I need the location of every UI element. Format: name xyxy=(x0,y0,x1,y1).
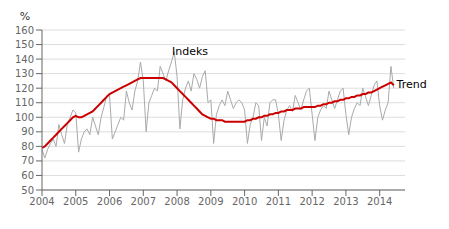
svg-text:2007: 2007 xyxy=(131,196,156,207)
svg-text:60: 60 xyxy=(21,170,34,181)
svg-text:160: 160 xyxy=(15,25,34,36)
svg-text:150: 150 xyxy=(15,39,34,50)
svg-text:2004: 2004 xyxy=(29,196,54,207)
svg-text:50: 50 xyxy=(21,185,34,196)
svg-text:Indeks: Indeks xyxy=(172,45,208,58)
svg-text:2013: 2013 xyxy=(333,196,358,207)
svg-text:120: 120 xyxy=(15,83,34,94)
svg-text:100: 100 xyxy=(15,112,34,123)
svg-text:70: 70 xyxy=(21,155,34,166)
svg-text:Trend: Trend xyxy=(396,78,427,91)
svg-text:2006: 2006 xyxy=(97,196,122,207)
svg-text:2012: 2012 xyxy=(299,196,324,207)
svg-text:140: 140 xyxy=(15,54,34,65)
svg-text:2010: 2010 xyxy=(232,196,257,207)
svg-text:2008: 2008 xyxy=(164,196,189,207)
svg-text:2011: 2011 xyxy=(266,196,291,207)
svg-text:90: 90 xyxy=(21,126,34,137)
svg-text:2014: 2014 xyxy=(367,196,392,207)
svg-text:2009: 2009 xyxy=(198,196,223,207)
svg-text:110: 110 xyxy=(15,97,34,108)
svg-text:%: % xyxy=(20,10,30,23)
svg-text:80: 80 xyxy=(21,141,34,152)
svg-text:130: 130 xyxy=(15,68,34,79)
svg-text:2005: 2005 xyxy=(63,196,88,207)
